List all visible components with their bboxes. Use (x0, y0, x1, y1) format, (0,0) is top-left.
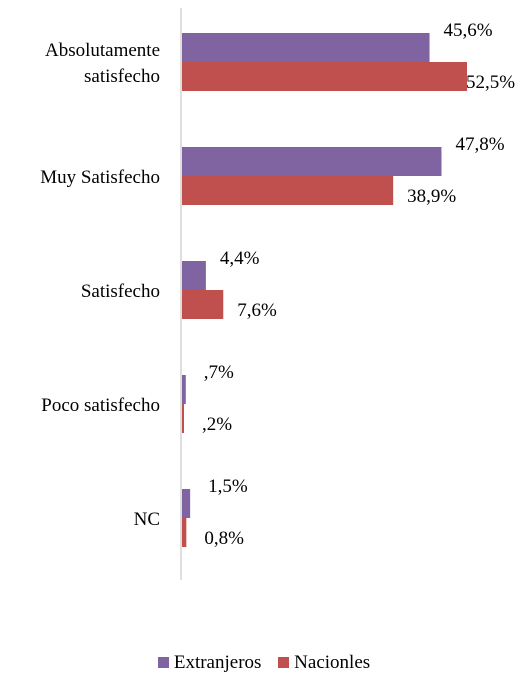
bar-extranjeros-nc (182, 489, 191, 518)
bar-nacionles-nc (182, 518, 187, 547)
legend-swatch-nacionles (278, 657, 290, 668)
legend-label-extranjeros: Extranjeros (173, 652, 262, 673)
data-label-extranjeros-absolutamente-satisfecho: 45,6% (444, 20, 493, 41)
legend: Extranjeros Nacionles (0, 652, 528, 674)
data-label-extranjeros-nc: 1,5% (208, 476, 248, 497)
data-label-nacionles-nc: 0,8% (204, 528, 244, 549)
data-label-nacionles-absolutamente-satisfecho: 52,5% (466, 72, 515, 93)
category-label-nc: NC (134, 509, 160, 530)
bar-nacionles-absolutamente-satisfecho (182, 62, 467, 91)
bars-group (182, 33, 467, 547)
legend-swatch-extranjeros (157, 657, 169, 668)
category-label-poco-satisfecho: Poco satisfecho (41, 395, 160, 416)
bar-extranjeros-absolutamente-satisfecho (182, 33, 430, 62)
category-label-line: satisfecho (84, 66, 160, 87)
legend-item-nacionles: Nacionles (278, 652, 370, 674)
data-label-extranjeros-satisfecho: 4,4% (220, 248, 260, 269)
category-label-muy-satisfecho: Muy Satisfecho (40, 167, 160, 188)
legend-item-extranjeros: Extranjeros (157, 652, 262, 674)
category-label-line: Absolutamente (45, 40, 160, 61)
bar-extranjeros-poco-satisfecho (182, 375, 186, 404)
category-label-line: NC (134, 509, 160, 530)
data-label-nacionles-satisfecho: 7,6% (237, 300, 277, 321)
category-label-line: Muy Satisfecho (40, 167, 160, 188)
data-label-extranjeros-poco-satisfecho: ,7% (204, 362, 234, 383)
bar-nacionles-poco-satisfecho (182, 404, 184, 433)
bar-nacionles-muy-satisfecho (182, 176, 394, 205)
bar-nacionles-satisfecho (182, 290, 224, 319)
data-label-nacionles-poco-satisfecho: ,2% (202, 414, 232, 435)
bar-extranjeros-muy-satisfecho (182, 147, 442, 176)
category-label-line: Satisfecho (81, 281, 160, 302)
category-label-line: Poco satisfecho (41, 395, 160, 416)
data-label-nacionles-muy-satisfecho: 38,9% (407, 186, 456, 207)
category-label-satisfecho: Satisfecho (81, 281, 160, 302)
category-label-absolutamente-satisfecho: Absolutamente satisfecho (45, 40, 160, 87)
bar-extranjeros-satisfecho (182, 261, 206, 290)
labels-group: Absolutamente satisfecho 45,6% 52,5% Muy Sat… (40, 20, 515, 549)
legend-label-nacionles: Nacionles (294, 652, 371, 673)
data-label-extranjeros-muy-satisfecho: 47,8% (455, 134, 504, 155)
